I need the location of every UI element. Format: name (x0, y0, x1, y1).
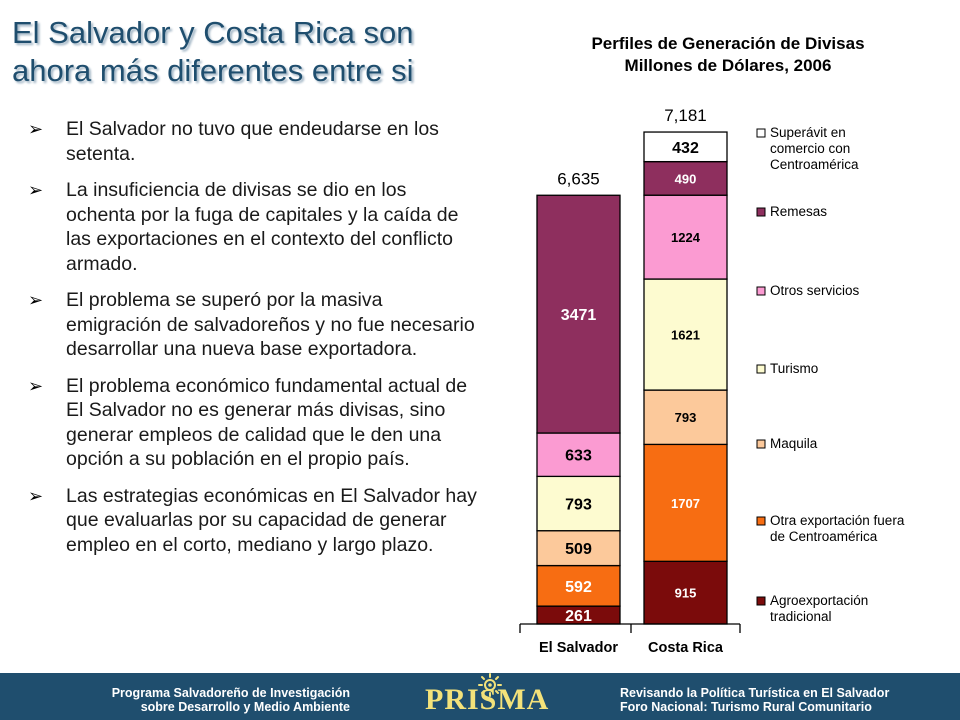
legend-swatch (756, 516, 766, 526)
footer-right-line-1: Revisando la Política Turística en El Sa… (620, 686, 890, 700)
sun-logo-icon (478, 673, 502, 697)
bullet-text: El problema se superó por la masiva emig… (66, 289, 475, 360)
bullet-text: El problema económico fundamental actual… (66, 374, 468, 471)
data-label: 793 (675, 410, 697, 425)
bullet-text: Las estrategias económicas en El Salvado… (66, 484, 477, 556)
legend-label: Maquila (770, 436, 818, 451)
bar-segment (536, 432, 621, 478)
legend-label: Remesas (770, 204, 827, 219)
footer-bar: Programa Salvadoreño de Investigación so… (0, 673, 960, 720)
total-label: 7,181 (664, 106, 707, 125)
bullet-text: La insuficiencia de divisas se dio en lo… (66, 179, 459, 275)
footer-left-line-1: Programa Salvadoreño de Investigación (111, 686, 350, 700)
data-label: 432 (672, 140, 699, 157)
footer-right-line-2: Foro Nacional: Turismo Rural Comunitario (620, 700, 872, 714)
legend-label: Otros servicios (770, 283, 860, 298)
data-label: 915 (675, 586, 697, 601)
data-label: 1224 (671, 230, 701, 245)
footer-left-text: Programa Salvadoreño de Investigación so… (40, 686, 350, 714)
category-label: Costa Rica (648, 640, 724, 656)
bullet-list: ➢ El Salvador no tuvo que endeudarse en l… (28, 117, 478, 569)
arrow-bullet-icon: ➢ (28, 485, 44, 506)
data-label: 592 (565, 579, 592, 596)
bullet-item: ➢ El Salvador no tuvo que endeudarse en l… (28, 117, 478, 166)
legend-swatch (756, 128, 766, 138)
bar-segment (643, 389, 728, 446)
legend-label: Superávit en comercio con Centroamérica (770, 125, 859, 172)
bullet-item: ➢ El problema económico fundamental actua… (28, 374, 478, 472)
legend-swatch (756, 286, 766, 296)
prisma-logo-text: PRISMA (425, 683, 550, 716)
arrow-bullet-icon: ➢ (28, 375, 44, 396)
data-label: 490 (675, 171, 697, 186)
legend-swatch (756, 596, 766, 606)
data-label: 261 (565, 608, 592, 625)
bullet-item: ➢ El problema se superó por la masiva emi… (28, 288, 478, 362)
bullet-item: ➢ La insuficiencia de divisas se dio en l… (28, 178, 478, 276)
legend-label: Turismo (770, 361, 818, 376)
arrow-bullet-icon: ➢ (28, 180, 44, 200)
stacked-bar-chart: Perfiles de Generación de Divisas Millone… (519, 34, 905, 656)
arrow-bullet-icon: ➢ (28, 119, 44, 139)
chart-subtitle: Millones de Dólares, 2006 (625, 56, 832, 75)
data-label: 793 (565, 497, 592, 514)
title-line-2: ahora más diferentes entre si (12, 53, 414, 88)
bar-segment (536, 564, 621, 607)
slide-title: El Salvador y Costa Rica son ahora más d… (12, 14, 512, 90)
bullet-item: ➢ Las estrategias económicas en El Salvad… (28, 484, 478, 558)
bar-segment (643, 160, 728, 196)
bar-segment (643, 278, 728, 391)
data-label: 3471 (561, 307, 597, 324)
legend-swatch (756, 364, 766, 374)
legend-label: Otra exportación fuera de Centroamérica (770, 513, 905, 544)
bar-segment (643, 131, 728, 163)
bullet-text: El Salvador no tuvo que endeudarse en lo… (66, 118, 439, 165)
bar-segment (643, 443, 728, 562)
total-label: 6,635 (557, 169, 600, 188)
bar-segment (536, 194, 621, 434)
data-label: 1621 (671, 328, 700, 343)
arrow-bullet-icon: ➢ (28, 290, 44, 310)
data-label: 633 (565, 448, 592, 465)
footer-right-text: Revisando la Política Turística en El Sa… (620, 686, 950, 714)
title-line-1: El Salvador y Costa Rica son (12, 15, 414, 50)
legend-label: Agroexportación tradicional (770, 593, 868, 624)
data-label: 509 (565, 541, 592, 558)
bar-segment (536, 475, 621, 532)
legend-swatch (756, 439, 766, 449)
data-label: 1707 (671, 496, 700, 511)
chart-title: Perfiles de Generación de Divisas (591, 34, 864, 53)
legend-swatch (756, 207, 766, 217)
category-label: El Salvador (539, 640, 618, 656)
footer-left-line-2: sobre Desarrollo y Medio Ambiente (140, 700, 350, 714)
